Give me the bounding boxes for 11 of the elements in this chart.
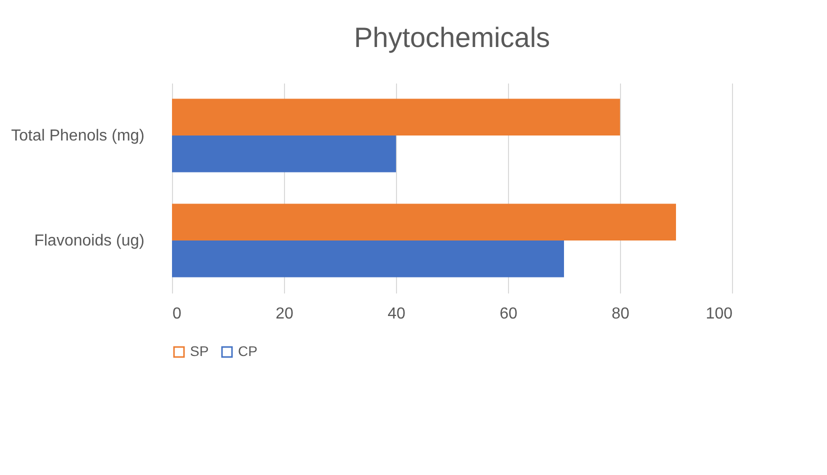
legend-label: CP	[238, 343, 258, 359]
x-tick-label: 80	[612, 306, 630, 322]
legend-label: SP	[190, 343, 209, 359]
y-tick-label: Flavonoids (ug)	[34, 232, 144, 250]
x-tick-label: 20	[276, 306, 294, 322]
y-tick-label: Total Phenols (mg)	[11, 128, 144, 144]
x-tick-label: 60	[500, 306, 518, 322]
chart-title: Phytochemicals	[354, 22, 550, 53]
x-tick-label: 0	[172, 306, 182, 322]
x-tick-label: 100	[706, 306, 733, 322]
x-tick-label: 40	[388, 306, 406, 322]
